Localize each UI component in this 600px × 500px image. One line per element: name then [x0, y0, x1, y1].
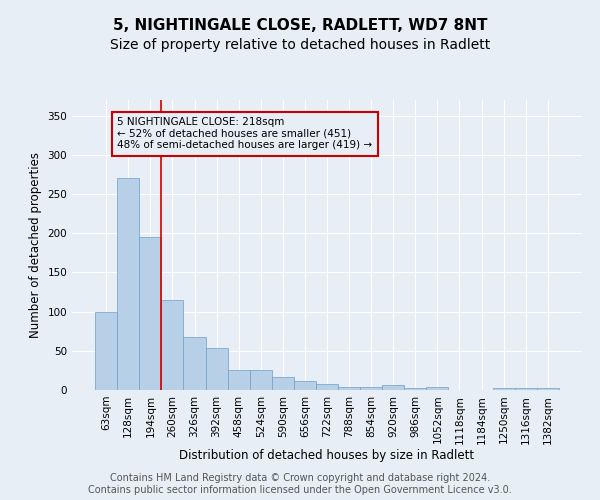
Bar	[117, 178, 139, 390]
Text: 5 NIGHTINGALE CLOSE: 218sqm
← 52% of detached houses are smaller (451)
48% of se: 5 NIGHTINGALE CLOSE: 218sqm ← 52% of det…	[117, 117, 373, 150]
Text: Size of property relative to detached houses in Radlett: Size of property relative to detached ho…	[110, 38, 490, 52]
Bar	[250, 370, 272, 390]
Bar	[206, 348, 227, 390]
Bar	[272, 376, 294, 390]
Bar	[184, 336, 206, 390]
Bar	[404, 388, 427, 390]
Bar	[427, 387, 448, 390]
Bar	[161, 300, 184, 390]
Bar	[515, 388, 537, 390]
Bar	[360, 387, 382, 390]
Bar	[537, 388, 559, 390]
Bar	[493, 388, 515, 390]
Bar	[95, 312, 117, 390]
Bar	[338, 387, 360, 390]
Bar	[316, 384, 338, 390]
Text: Contains HM Land Registry data © Crown copyright and database right 2024.
Contai: Contains HM Land Registry data © Crown c…	[88, 474, 512, 495]
Bar	[294, 382, 316, 390]
Bar	[139, 237, 161, 390]
Text: 5, NIGHTINGALE CLOSE, RADLETT, WD7 8NT: 5, NIGHTINGALE CLOSE, RADLETT, WD7 8NT	[113, 18, 487, 32]
Y-axis label: Number of detached properties: Number of detached properties	[29, 152, 42, 338]
Bar	[227, 370, 250, 390]
Bar	[382, 386, 404, 390]
X-axis label: Distribution of detached houses by size in Radlett: Distribution of detached houses by size …	[179, 449, 475, 462]
